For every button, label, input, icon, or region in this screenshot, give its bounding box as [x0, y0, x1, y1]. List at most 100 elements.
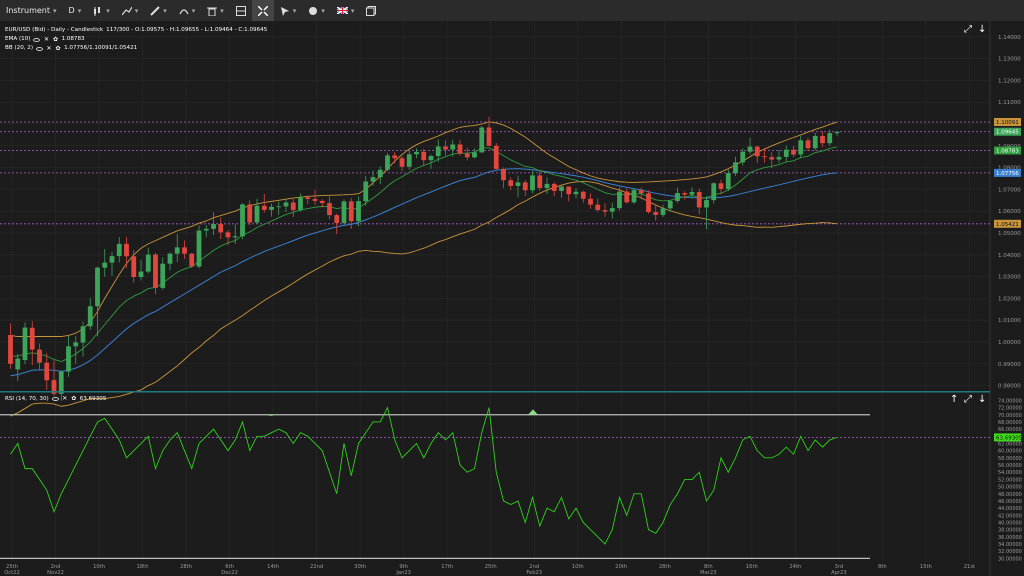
y-tick-label: 1.03000	[998, 275, 1021, 281]
rsi-y-tick-label: 32.00000	[998, 549, 1022, 555]
x-tick-label: 9th	[399, 564, 408, 570]
timeframe-dropdown[interactable]: D ▾	[63, 0, 88, 21]
legend-ohlc: 117/300 - O:1.09575 - H:1.09655 - L:1.09…	[106, 27, 268, 33]
y-tick-label: 0.99000	[998, 362, 1021, 368]
gear-icon[interactable]: ✿	[71, 395, 77, 402]
theme-icon	[309, 6, 318, 15]
x-tick-label: 24th	[789, 564, 801, 570]
rsi-line	[10, 406, 838, 545]
rsi-y-tick-label: 42.00000	[998, 513, 1022, 519]
candle-body	[551, 183, 557, 191]
chart-type-button[interactable]: ▾	[87, 0, 116, 21]
candle-body	[493, 145, 499, 169]
rsi-y-tick-label: 70.00000	[998, 413, 1022, 419]
rsi-y-tick-label: 38.00000	[998, 528, 1022, 534]
screenshot-icon	[366, 5, 377, 16]
candle-body	[588, 198, 593, 205]
candle-body	[595, 204, 601, 211]
candle-body	[827, 133, 833, 144]
rsi-y-tick-label: 74.00000	[998, 398, 1022, 404]
chevron-down-icon: ▾	[220, 6, 224, 15]
price-tag	[994, 168, 1021, 177]
cursor-button[interactable]: ▾	[274, 0, 303, 21]
candle-body	[435, 146, 441, 157]
eye-icon[interactable]	[51, 397, 59, 401]
candle-body	[421, 151, 427, 161]
close-icon[interactable]: ✕	[62, 395, 68, 402]
candle-body	[479, 127, 485, 153]
expand-panel-icon[interactable]: ⤢	[964, 394, 972, 405]
rsi-y-tick-label: 36.00000	[998, 535, 1022, 541]
candle-body	[87, 306, 93, 327]
candle-body	[617, 191, 622, 209]
candle-body	[29, 327, 35, 350]
x-tick-label: 15th	[920, 564, 932, 570]
language-button[interactable]: ▾	[331, 0, 361, 21]
eye-icon[interactable]	[36, 46, 44, 51]
y-tick-label: 1.13000	[998, 57, 1021, 63]
ema-label: EMA (10)	[5, 36, 31, 42]
candle-body	[602, 210, 608, 212]
close-icon[interactable]: ✕	[46, 44, 52, 52]
price-tag-label: 1.07756	[996, 171, 1019, 177]
theme-button[interactable]: ▾	[302, 0, 331, 21]
candle-body	[15, 358, 21, 370]
x-tick-month-label: Oct22	[4, 570, 20, 576]
candle-body	[740, 151, 746, 163]
candle-body	[472, 152, 477, 158]
x-tick-label: 21st	[964, 564, 975, 570]
candle-body	[414, 151, 419, 155]
y-tick-label: 1.06000	[998, 209, 1021, 215]
indicator-button[interactable]: ▾	[173, 0, 202, 21]
expand-button[interactable]	[251, 0, 274, 21]
chevron-down-icon: ▾	[106, 6, 110, 15]
candle-body	[276, 206, 282, 208]
price-tag-label: 1.09645	[996, 130, 1019, 136]
candle-body	[363, 181, 369, 202]
pen-button[interactable]: ▾	[144, 0, 173, 21]
candle-body	[682, 193, 688, 195]
candle-body	[696, 191, 702, 208]
rsi-y-tick-label: 56.00000	[998, 463, 1022, 469]
rsi-legend: RSI (14, 70, 30) ✕ ✿ 63.69305	[5, 395, 106, 403]
gear-icon[interactable]: ✿	[52, 35, 58, 43]
chevron-down-icon: ▾	[191, 6, 196, 15]
arrow-up-icon[interactable]: ↑	[950, 394, 959, 405]
chevron-down-icon: ▾	[321, 6, 325, 15]
x-tick-label: 6th	[225, 564, 234, 570]
gear-icon[interactable]: ✿	[55, 44, 61, 52]
instrument-dropdown[interactable]: Instrument ▾	[0, 0, 63, 21]
x-tick-label: 8th	[878, 564, 887, 570]
candle-body	[580, 191, 586, 199]
candle-body	[247, 204, 253, 223]
rsi-y-tick-label: 48.00000	[998, 492, 1022, 498]
ema-value: 1.08783	[61, 36, 85, 42]
x-tick-label: 28th	[659, 564, 671, 570]
arrow-down-icon[interactable]: ↓	[978, 394, 987, 405]
candle-body	[711, 183, 717, 201]
candle-body	[769, 157, 775, 160]
delete-button[interactable]: ▾	[201, 0, 230, 21]
bb-upper-line	[10, 121, 838, 337]
candle-body	[675, 193, 680, 201]
candle-body	[660, 208, 666, 215]
expand-panel-icon[interactable]: ⤢	[964, 24, 972, 35]
y-tick-label: 1.14000	[998, 35, 1021, 41]
chart-area[interactable]: 1.140001.130001.120001.110001.100001.090…	[0, 21, 1024, 576]
eye-icon[interactable]	[33, 37, 41, 42]
layout-icon	[235, 5, 246, 16]
layout-button[interactable]	[230, 0, 252, 21]
draw-tool-button[interactable]: ▾	[116, 0, 145, 21]
candle-body	[283, 202, 289, 207]
x-tick-label: 2nd	[51, 564, 61, 570]
rsi-y-tick-label: 34.00000	[998, 542, 1022, 548]
screenshot-button[interactable]	[360, 0, 382, 21]
price-tag-label: 1.10091	[996, 120, 1019, 126]
close-icon[interactable]: ✕	[43, 35, 49, 43]
candle-body	[196, 230, 202, 267]
pen-icon	[150, 5, 160, 16]
arrow-down-icon[interactable]: ↓	[978, 24, 987, 35]
candle-body	[515, 182, 521, 186]
x-tick-label: 14th	[267, 564, 279, 570]
